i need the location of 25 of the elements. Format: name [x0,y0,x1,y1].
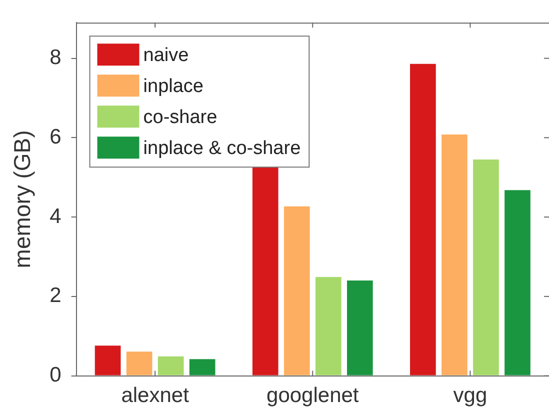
bar [158,356,184,376]
y-tick-label: 8 [50,46,62,70]
bar [189,359,216,376]
x-tick-label: vgg [453,384,488,408]
x-tick-label: googlenet [266,384,359,408]
bar [252,167,278,376]
bar [504,190,530,376]
x-tick-label: alexnet [121,384,190,408]
bar [94,346,121,376]
bar [126,352,152,376]
legend-label: inplace [143,76,204,97]
legend-label: naive [143,44,189,66]
y-tick-label: 0 [50,364,62,387]
y-axis-title: memory (GB) [9,130,36,268]
bar [346,280,373,376]
legend-label: inplace & co-share [143,138,301,159]
legend-label: co-share [143,106,218,128]
bar [473,160,499,376]
bar [442,134,468,376]
y-tick-label: 2 [50,284,62,308]
bar [284,206,310,376]
bar [410,64,436,376]
y-tick-label: 6 [50,125,62,148]
bar [315,276,342,376]
y-tick-label: 4 [50,204,62,228]
